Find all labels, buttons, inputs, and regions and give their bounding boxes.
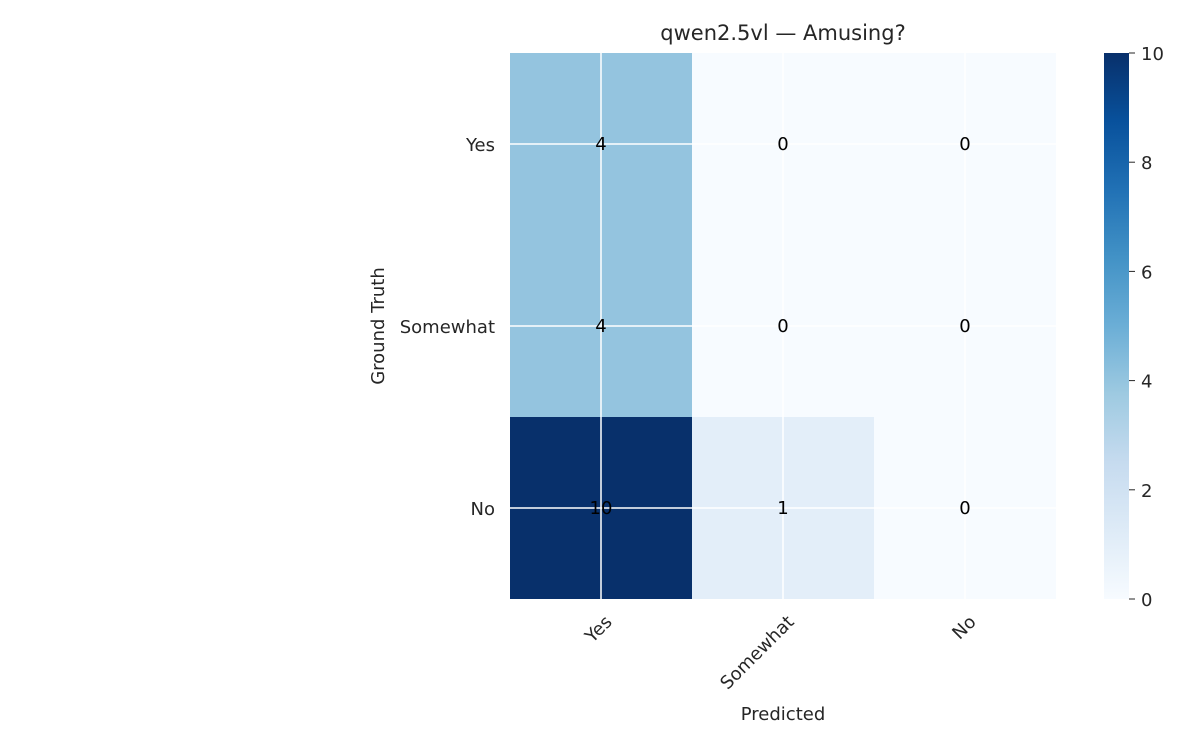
x-tick-label: No: [948, 612, 980, 644]
x-axis-label: Predicted: [741, 704, 826, 725]
colorbar: [1104, 53, 1129, 599]
cell-value-label: 0: [777, 316, 788, 337]
y-tick-label: Yes: [465, 135, 495, 156]
cell-value-label: 0: [777, 134, 788, 155]
colorbar-tick-label: 0: [1141, 590, 1152, 611]
cell-value-label: 4: [595, 134, 606, 155]
grid-lines: [510, 53, 1056, 599]
colorbar-tick-label: 4: [1141, 372, 1152, 393]
cell-value-label: 0: [959, 134, 970, 155]
x-tick-label: Yes: [580, 612, 616, 648]
colorbar-tick-label: 2: [1141, 481, 1152, 502]
x-tick-label: Somewhat: [716, 612, 798, 694]
cell-value-label: 0: [959, 316, 970, 337]
cell-value-label: 0: [959, 498, 970, 519]
cell-value-label: 1: [777, 498, 788, 519]
cell-value-labels: 4 0 04 0 010 1 0: [590, 134, 971, 519]
y-axis-label: Ground Truth: [368, 267, 389, 385]
x-tick-labels: Yes Somewhat No: [580, 612, 980, 694]
colorbar-tick-label: 10: [1141, 44, 1164, 65]
colorbar-tick-label: 8: [1141, 153, 1152, 174]
cell-value-label: 4: [595, 316, 606, 337]
y-tick-labels: Yes Somewhat No: [400, 135, 495, 520]
y-tick-label: Somewhat: [400, 317, 495, 338]
colorbar-tick-label: 6: [1141, 262, 1152, 283]
cell-value-label: 10: [590, 498, 613, 519]
chart-title: qwen2.5vl — Amusing?: [660, 21, 905, 45]
colorbar-ticks: 0 2 4 6 8 10: [1129, 44, 1164, 611]
y-tick-label: No: [471, 499, 495, 520]
